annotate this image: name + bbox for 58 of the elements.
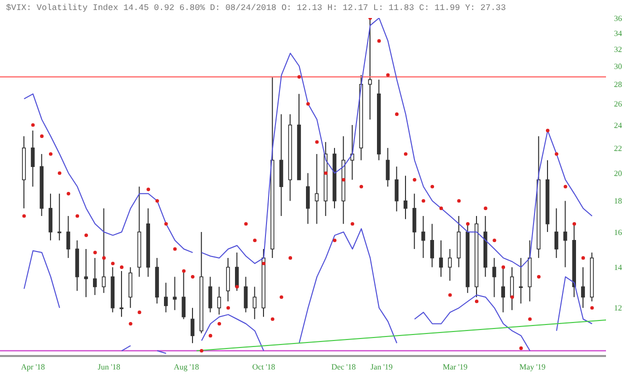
candlestick: [252, 286, 257, 320]
candlestick: [30, 130, 35, 188]
candlestick: [190, 307, 194, 344]
x-tick-label: Jan '19: [370, 362, 393, 372]
candlestick: [172, 276, 177, 311]
candlestick: [554, 208, 558, 258]
candlestick: [368, 18, 372, 120]
candlestick: [84, 248, 88, 298]
candlestick: [439, 240, 443, 278]
y-tick-label: 30: [614, 62, 622, 71]
candlestick: [164, 282, 168, 313]
y-tick-label: 32: [614, 44, 622, 54]
candlestick: [404, 175, 408, 220]
candlestick: [120, 270, 124, 318]
candlestick: [208, 276, 212, 313]
x-tick-label: Mar '19: [442, 362, 468, 372]
x-tick-label: Jun '18: [98, 362, 120, 372]
candlestick: [244, 276, 248, 313]
candlestick: [182, 270, 186, 320]
candlestick: [421, 215, 426, 258]
candlestick: [448, 248, 452, 282]
candlestick: [314, 154, 319, 224]
chart-title: $VIX: Volatility Index 14.45 0.92 6.80% D: 08/24/2018 O: 12.13 H: 12.17 L: 11.83 C: 11.99 Y: 27.33: [6, 3, 506, 13]
candlestick: [394, 166, 399, 212]
candlestick: [563, 200, 568, 268]
y-tick-label: 24: [614, 120, 622, 130]
candlestick: [581, 266, 585, 308]
candlestick: [518, 257, 523, 304]
y-tick-label: 16: [614, 228, 622, 237]
candlestick: [492, 257, 496, 298]
candlestick: [92, 257, 97, 296]
candlestick: [306, 172, 310, 224]
x-tick-label: Apr '18: [21, 362, 45, 372]
x-tick-label: Aug '18: [174, 362, 199, 372]
y-tick-label: 34: [614, 28, 622, 38]
y-tick-label: 28: [614, 80, 622, 90]
candlestick: [102, 208, 106, 294]
candlestick: [57, 193, 62, 241]
candlestick: [412, 193, 416, 250]
candlestick: [66, 215, 70, 258]
candlestick: [226, 257, 230, 302]
y-tick-label: 18: [614, 196, 622, 206]
candlestick: [217, 286, 222, 316]
y-tick-label: 12: [614, 304, 622, 313]
y-tick-label: 14: [614, 263, 622, 272]
x-tick-label: May '19: [519, 362, 546, 372]
y-tick-label: 26: [614, 100, 622, 109]
x-tick-label: Oct '18: [252, 362, 276, 372]
y-tick-label: 20: [614, 168, 622, 178]
y-tick-label: 22: [614, 144, 622, 153]
y-tick-label: 36: [614, 14, 622, 23]
x-tick-label: Dec '18: [331, 362, 356, 372]
candlestick: [386, 147, 390, 188]
candlestick: [234, 252, 239, 292]
candlestick: [501, 266, 506, 313]
candlestick: [430, 223, 434, 268]
candlestick: [510, 266, 514, 311]
candlestick: [48, 193, 52, 241]
